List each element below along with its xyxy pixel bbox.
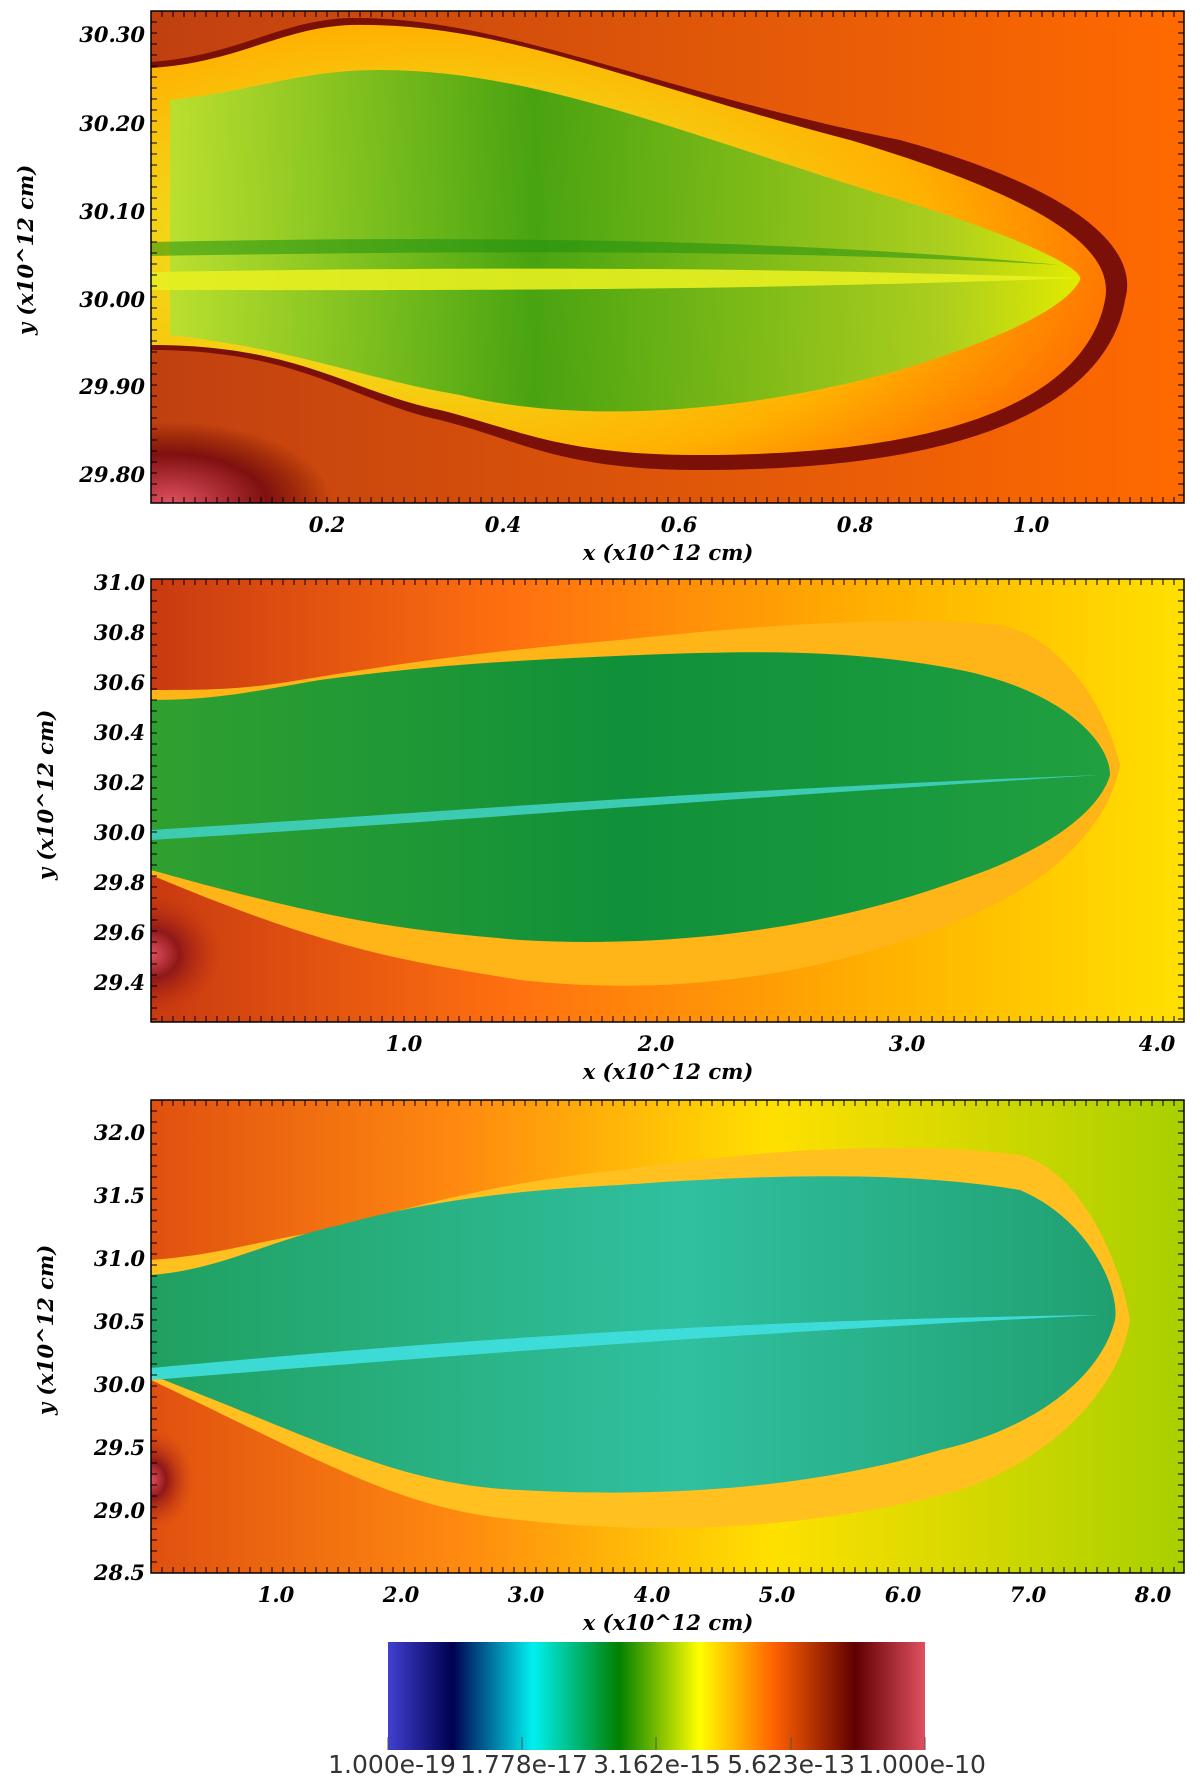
- panel-3-y-tick-label: 29.5: [93, 1435, 145, 1460]
- panel-2-y-ticks: 31.0 30.8 30.6 30.4 30.2 30.0 29.8 29.6 …: [93, 570, 146, 995]
- colorbar-tick-label: 5.623e-13: [727, 1750, 855, 1778]
- panel-2-y-tick-label: 30.0: [94, 820, 146, 845]
- panel-2-y-axis-label: y (x10^12 cm): [33, 710, 58, 881]
- panel-3-x-tick-label: 5.0: [759, 1582, 796, 1607]
- panel-2-y-tick-label: 31.0: [94, 570, 146, 595]
- colorbar-ticks: 1.000e-19 1.778e-17 3.162e-15 5.623e-13 …: [328, 1737, 986, 1778]
- panel-1-jet-core: [151, 239, 1060, 265]
- panel-1-x-axis-label: x (x10^12 cm): [582, 540, 754, 565]
- colorbar-tick-label: 3.162e-15: [593, 1750, 721, 1778]
- panel-1-x-tick-label: 0.2: [309, 512, 346, 537]
- panel-1-y-tick-label: 30.00: [79, 287, 145, 312]
- panel-1-y-tick-label: 29.90: [78, 374, 145, 399]
- panel-1-x-tick-label: 0.6: [661, 512, 698, 537]
- panel-2-y-tick-label: 30.2: [94, 770, 145, 795]
- panel-3-x-tick-label: 7.0: [1010, 1582, 1047, 1607]
- panel-3-y-tick-label: 28.5: [93, 1560, 145, 1585]
- colorbar-tick-label: 1.778e-17: [460, 1750, 588, 1778]
- panel-1-y-tick-label: 30.20: [79, 111, 145, 136]
- colorbar: 1.000e-19 1.778e-17 3.162e-15 5.623e-13 …: [328, 1642, 986, 1778]
- panel-2-y-tick-label: 29.8: [93, 870, 146, 895]
- panel-3-y-tick-label: 31.0: [94, 1246, 146, 1271]
- panel-2-y-tick-label: 29.4: [93, 970, 145, 995]
- panel-1-x-tick-label: 0.8: [837, 512, 874, 537]
- panel-1-jet-axis: [151, 268, 1080, 291]
- panel-2-x-tick-label: 2.0: [637, 1031, 675, 1056]
- panel-1-y-tick-label: 30.30: [79, 22, 145, 47]
- colorbar-tick-label: 1.000e-10: [858, 1750, 986, 1778]
- panel-2-x-tick-label: 4.0: [1139, 1031, 1176, 1056]
- panel-3-x-ticks: 1.0 2.0 3.0 4.0 5.0 6.0 7.0 8.0: [258, 1582, 1172, 1607]
- panel-3-x-tick-label: 2.0: [382, 1582, 420, 1607]
- panel-1-cocoon-inner: [170, 70, 1081, 412]
- panel-3: 1.0 2.0 3.0 4.0 5.0 6.0 7.0 8.0 32.0 31.…: [33, 1099, 1185, 1635]
- panel-1-y-tick-label: 30.10: [79, 199, 145, 224]
- panel-1: 0.2 0.4 0.6 0.8 1.0 30.30 30.20 30.10 30…: [13, 10, 1185, 565]
- panel-2-x-ticks: 1.0 2.0 3.0 4.0: [386, 1031, 1176, 1056]
- panel-3-y-tick-label: 31.5: [94, 1183, 145, 1208]
- panel-1-x-tick-label: 1.0: [1013, 512, 1050, 537]
- panel-2-y-tick-label: 29.6: [93, 920, 146, 945]
- panel-2-jet-axis: [151, 775, 1100, 840]
- panel-2-y-tick-label: 30.6: [94, 670, 146, 695]
- panel-3-x-tick-label: 1.0: [258, 1582, 295, 1607]
- panel-2-x-axis-label: x (x10^12 cm): [582, 1059, 754, 1084]
- panel-3-x-tick-label: 8.0: [1134, 1582, 1172, 1607]
- panel-3-y-tick-label: 30.0: [94, 1372, 146, 1397]
- minor-ticks: [150, 10, 1184, 1574]
- panel-1-x-ticks: 0.2 0.4 0.6 0.8 1.0: [309, 512, 1050, 537]
- panel-3-y-ticks: 32.0 31.5 31.0 30.5 30.0 29.5 29.0 28.5: [93, 1120, 146, 1585]
- colorbar-gradient: [388, 1642, 925, 1750]
- panel-3-y-tick-label: 29.0: [93, 1498, 146, 1523]
- panel-3-y-axis-label: y (x10^12 cm): [33, 1245, 58, 1416]
- panel-3-y-tick-label: 32.0: [94, 1120, 146, 1145]
- panel-2-x-tick-label: 3.0: [889, 1031, 926, 1056]
- panel-2-x-tick-label: 1.0: [386, 1031, 423, 1056]
- panel-1-x-tick-label: 0.4: [485, 512, 522, 537]
- panel-3-x-tick-label: 3.0: [508, 1582, 545, 1607]
- panel-2: 1.0 2.0 3.0 4.0 31.0 30.8 30.6 30.4 30.2…: [33, 570, 1185, 1084]
- panel-1-y-ticks: 30.30 30.20 30.10 30.00 29.90 29.80: [78, 22, 145, 487]
- panel-1-y-tick-label: 29.80: [78, 462, 145, 487]
- panel-3-y-tick-label: 30.5: [94, 1309, 145, 1334]
- panel-2-y-tick-label: 30.4: [94, 720, 145, 745]
- colorbar-tick-label: 1.000e-19: [328, 1750, 456, 1778]
- panel-3-x-tick-label: 4.0: [634, 1582, 671, 1607]
- panel-2-cocoon: [151, 652, 1110, 942]
- panel-3-x-tick-label: 6.0: [885, 1582, 922, 1607]
- panel-2-y-tick-label: 30.8: [94, 620, 146, 645]
- panel-3-x-axis-label: x (x10^12 cm): [582, 1610, 754, 1635]
- panel-1-y-axis-label: y (x10^12 cm): [13, 165, 38, 336]
